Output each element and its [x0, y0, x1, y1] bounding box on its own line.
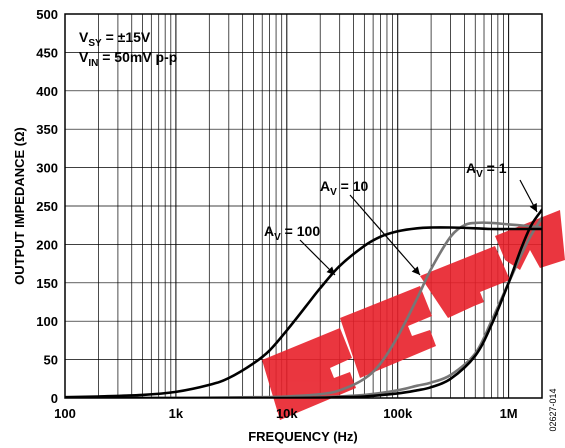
y-tick-label: 0 [51, 391, 58, 406]
y-tick-label: 300 [36, 161, 58, 176]
x-tick-label: 10k [276, 406, 298, 421]
condition-vin: VIN = 50mV p-p [79, 49, 177, 69]
pointer-av1-head [529, 203, 537, 212]
pointer-av10-line [349, 194, 421, 276]
series-layer [65, 208, 542, 398]
figure-code: 02627-014 [548, 388, 558, 431]
y-tick-label: 400 [36, 84, 58, 99]
series-label-av100: AV = 100 [264, 223, 320, 243]
x-tick-label: 1M [500, 406, 518, 421]
pointer-av10-head [411, 266, 420, 275]
y-tick-label: 150 [36, 276, 58, 291]
y-tick-label: 350 [36, 122, 58, 137]
y-tick-label: 450 [36, 45, 58, 60]
y-tick-labels: 0 50 100 150 200 250 300 350 400 450 500 [36, 7, 58, 406]
pointer-av100-line [299, 239, 336, 276]
y-tick-label: 100 [36, 314, 58, 329]
grid [64, 14, 543, 398]
y-tick-label: 200 [36, 237, 58, 252]
x-tick-labels: 100 1k 10k 100k 1M [54, 406, 517, 421]
y-tick-label: 250 [36, 199, 58, 214]
x-tick-label: 1k [169, 406, 184, 421]
condition-vsy: VSY = ±15V [79, 29, 151, 49]
x-tick-label: 100 [54, 406, 76, 421]
y-tick-label: 500 [36, 7, 58, 22]
pointer-av100-head [326, 266, 335, 275]
y-tick-label: 50 [44, 353, 58, 368]
annotation-pointers [299, 179, 538, 276]
x-axis-title: FREQUENCY (Hz) [248, 429, 358, 444]
series-label-av1: AV = 1 [466, 160, 507, 180]
y-axis-title: OUTPUT IMPEDANCE (Ω) [12, 127, 27, 285]
plot-frame [64, 13, 543, 399]
series-label-av10: AV = 10 [320, 178, 369, 198]
series-line-0 [65, 226, 542, 398]
x-tick-label: 100k [383, 406, 413, 421]
